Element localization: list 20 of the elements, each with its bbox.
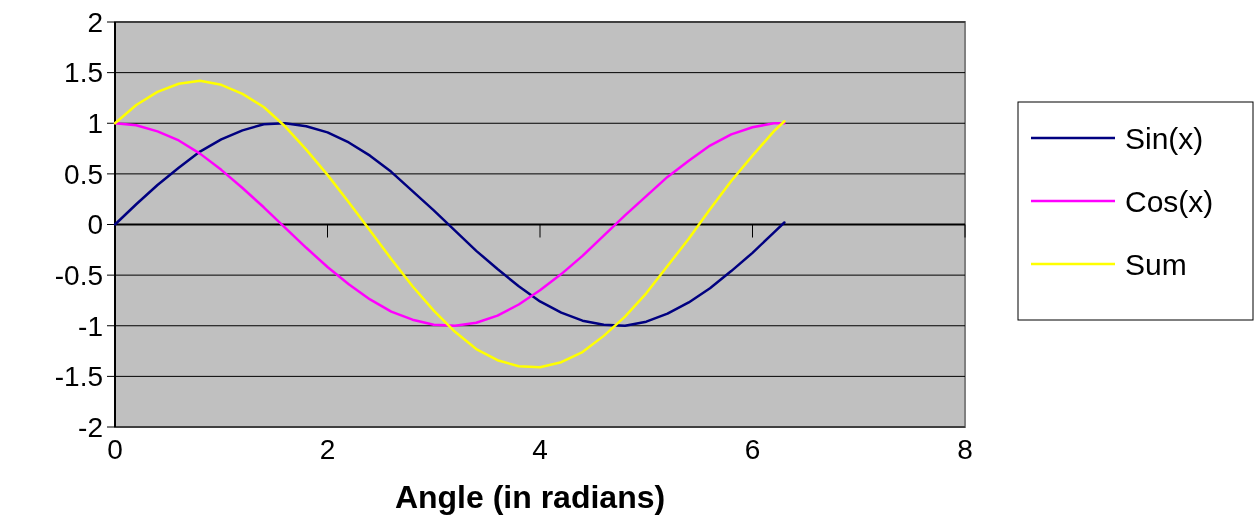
- line-series: [113, 79, 786, 369]
- legend-label: Sum: [1125, 247, 1187, 281]
- legend-label: Sin(x): [1125, 121, 1204, 155]
- x-tick-label: 0: [107, 434, 123, 465]
- y-tick-label: 1: [87, 108, 103, 140]
- y-tick-label: 0: [87, 209, 103, 241]
- y-tick-label: 2: [87, 6, 103, 38]
- legend-label: Cos(x): [1125, 184, 1214, 218]
- line-series: [113, 122, 786, 327]
- y-tick-label: 1.5: [64, 57, 103, 89]
- y-tick-label: -1: [78, 310, 103, 342]
- x-tick-label: 6: [744, 434, 761, 465]
- y-tick-label: -2: [78, 411, 103, 443]
- x-tick-label: 4: [532, 434, 548, 465]
- y-tick-label: -1.5: [54, 361, 103, 393]
- x-axis-title: Angle (in radians): [394, 479, 666, 515]
- y-tick-label: -0.5: [54, 259, 103, 291]
- y-tick-label: 0.5: [64, 158, 103, 190]
- x-tick-label: 2: [319, 434, 336, 465]
- x-tick-label: 8: [957, 434, 973, 465]
